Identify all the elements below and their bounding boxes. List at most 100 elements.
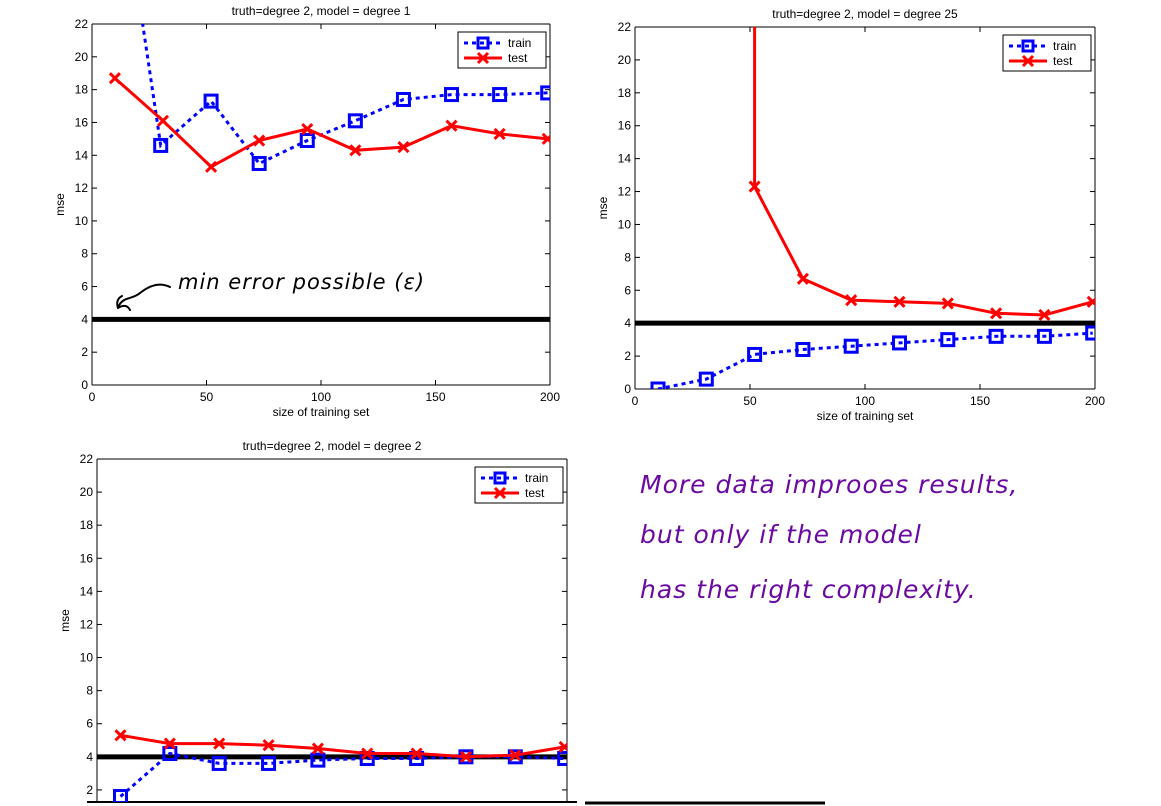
- x-tick-label: 100: [855, 394, 875, 408]
- y-tick-label: 14: [618, 152, 632, 166]
- test-point: [361, 747, 374, 760]
- train-point: [988, 328, 1004, 344]
- train-point: [310, 752, 326, 768]
- test-point: [205, 160, 218, 173]
- y-tick-label: 18: [75, 83, 89, 97]
- test-point: [213, 737, 226, 750]
- y-tick-label: 14: [80, 584, 94, 598]
- train-point: [1085, 325, 1095, 341]
- y-axis-title: mse: [58, 609, 72, 632]
- test-point: [748, 180, 761, 193]
- x-axis-title: size of training set: [273, 405, 370, 419]
- test-point: [311, 742, 324, 755]
- y-tick-label: 2: [81, 345, 88, 359]
- y-tick-label: 0: [81, 378, 88, 392]
- y-tick-label: 20: [75, 50, 89, 64]
- y-tick-label: 6: [624, 283, 631, 297]
- x-tick-label: 0: [89, 390, 96, 404]
- legend-label-test: test: [508, 51, 528, 65]
- test-point: [349, 144, 362, 157]
- train-point: [251, 155, 267, 171]
- y-tick-label: 8: [81, 247, 88, 261]
- train-point: [540, 85, 550, 101]
- train-point: [299, 133, 315, 149]
- x-tick-label: 150: [970, 394, 990, 408]
- y-tick-label: 22: [618, 20, 632, 34]
- y-axis-title: mse: [596, 196, 610, 219]
- y-tick-label: 22: [80, 452, 94, 466]
- chart-1: 0 2 4 6 8 10 12 14 16 18 20 22 0 50 100 150 200 truth=deg…: [53, 4, 560, 419]
- test-point: [541, 132, 550, 145]
- y-tick-label: 16: [618, 119, 632, 133]
- test-point: [163, 737, 176, 750]
- test-point: [509, 749, 522, 762]
- legend-label-train: train: [508, 36, 531, 50]
- chart-title: truth=degree 2, model = degree 25: [772, 7, 958, 21]
- legend-box: [1002, 34, 1092, 72]
- legend-label-test: test: [525, 486, 545, 500]
- y-tick-label: 6: [81, 280, 88, 294]
- series-line-test: [113, 77, 548, 169]
- y-tick-label: 6: [86, 717, 93, 731]
- test-point: [459, 750, 473, 763]
- y-tick-label: 2: [624, 349, 631, 363]
- x-tick-label: 50: [200, 390, 214, 404]
- y-axis-title: mse: [53, 193, 67, 216]
- y-tick-label: 12: [75, 181, 89, 195]
- legend-box: [457, 31, 547, 69]
- y-tick-label: 0: [624, 382, 631, 396]
- test-point: [445, 119, 458, 132]
- y-tick-label: 10: [618, 217, 632, 231]
- y-tick-label: 16: [80, 551, 94, 565]
- test-point: [410, 747, 423, 760]
- y-tick-label: 16: [75, 115, 89, 129]
- chart-2: 0 2 4 6 8 10 12 14 16 18 20 22 0 50 100 150 200 truth=deg…: [596, 7, 1105, 423]
- train-point: [698, 371, 714, 387]
- y-tick-label: 4: [86, 750, 93, 764]
- chart-title: truth=degree 2, model = degree 2: [243, 439, 422, 453]
- legend-label-test: test: [1053, 54, 1073, 68]
- y-tick-label: 8: [86, 684, 93, 698]
- train-point: [795, 342, 811, 358]
- train-point: [395, 91, 411, 107]
- legend-marker-train: [476, 36, 490, 50]
- y-tick-label: 12: [80, 617, 94, 631]
- annotation-arrow: [116, 283, 171, 311]
- legend-marker-train: [1021, 39, 1035, 53]
- y-tick-label: 18: [80, 518, 94, 532]
- x-tick-label: 100: [311, 390, 331, 404]
- y-tick-label: 8: [624, 250, 631, 264]
- series-line-train: [119, 751, 565, 798]
- y-tick-label: 10: [80, 651, 94, 665]
- y-tick-label: 4: [624, 316, 631, 330]
- x-tick-label: 0: [632, 394, 639, 408]
- x-tick-label: 50: [743, 394, 757, 408]
- train-point: [203, 93, 219, 109]
- test-point: [493, 127, 506, 141]
- test-point: [796, 272, 809, 285]
- train-point: [892, 335, 907, 351]
- y-tick-label: 4: [81, 312, 88, 326]
- train-point: [650, 381, 666, 389]
- test-point: [1038, 308, 1051, 322]
- train-point: [162, 746, 178, 762]
- test-point: [893, 295, 906, 308]
- note-line-1: More data improoes results,: [640, 470, 1019, 499]
- y-tick-label: 2: [86, 783, 93, 797]
- test-point: [114, 729, 127, 742]
- train-point: [747, 346, 763, 362]
- test-point: [941, 297, 954, 310]
- y-tick-label: 14: [75, 148, 89, 162]
- test-point: [262, 739, 275, 752]
- test-point: [1086, 295, 1095, 308]
- test-point: [845, 294, 858, 307]
- train-point: [843, 338, 859, 354]
- y-tick-label: 12: [618, 185, 632, 199]
- test-point: [301, 122, 314, 136]
- x-tick-label: 150: [425, 390, 445, 404]
- series-line-train: [657, 331, 1093, 389]
